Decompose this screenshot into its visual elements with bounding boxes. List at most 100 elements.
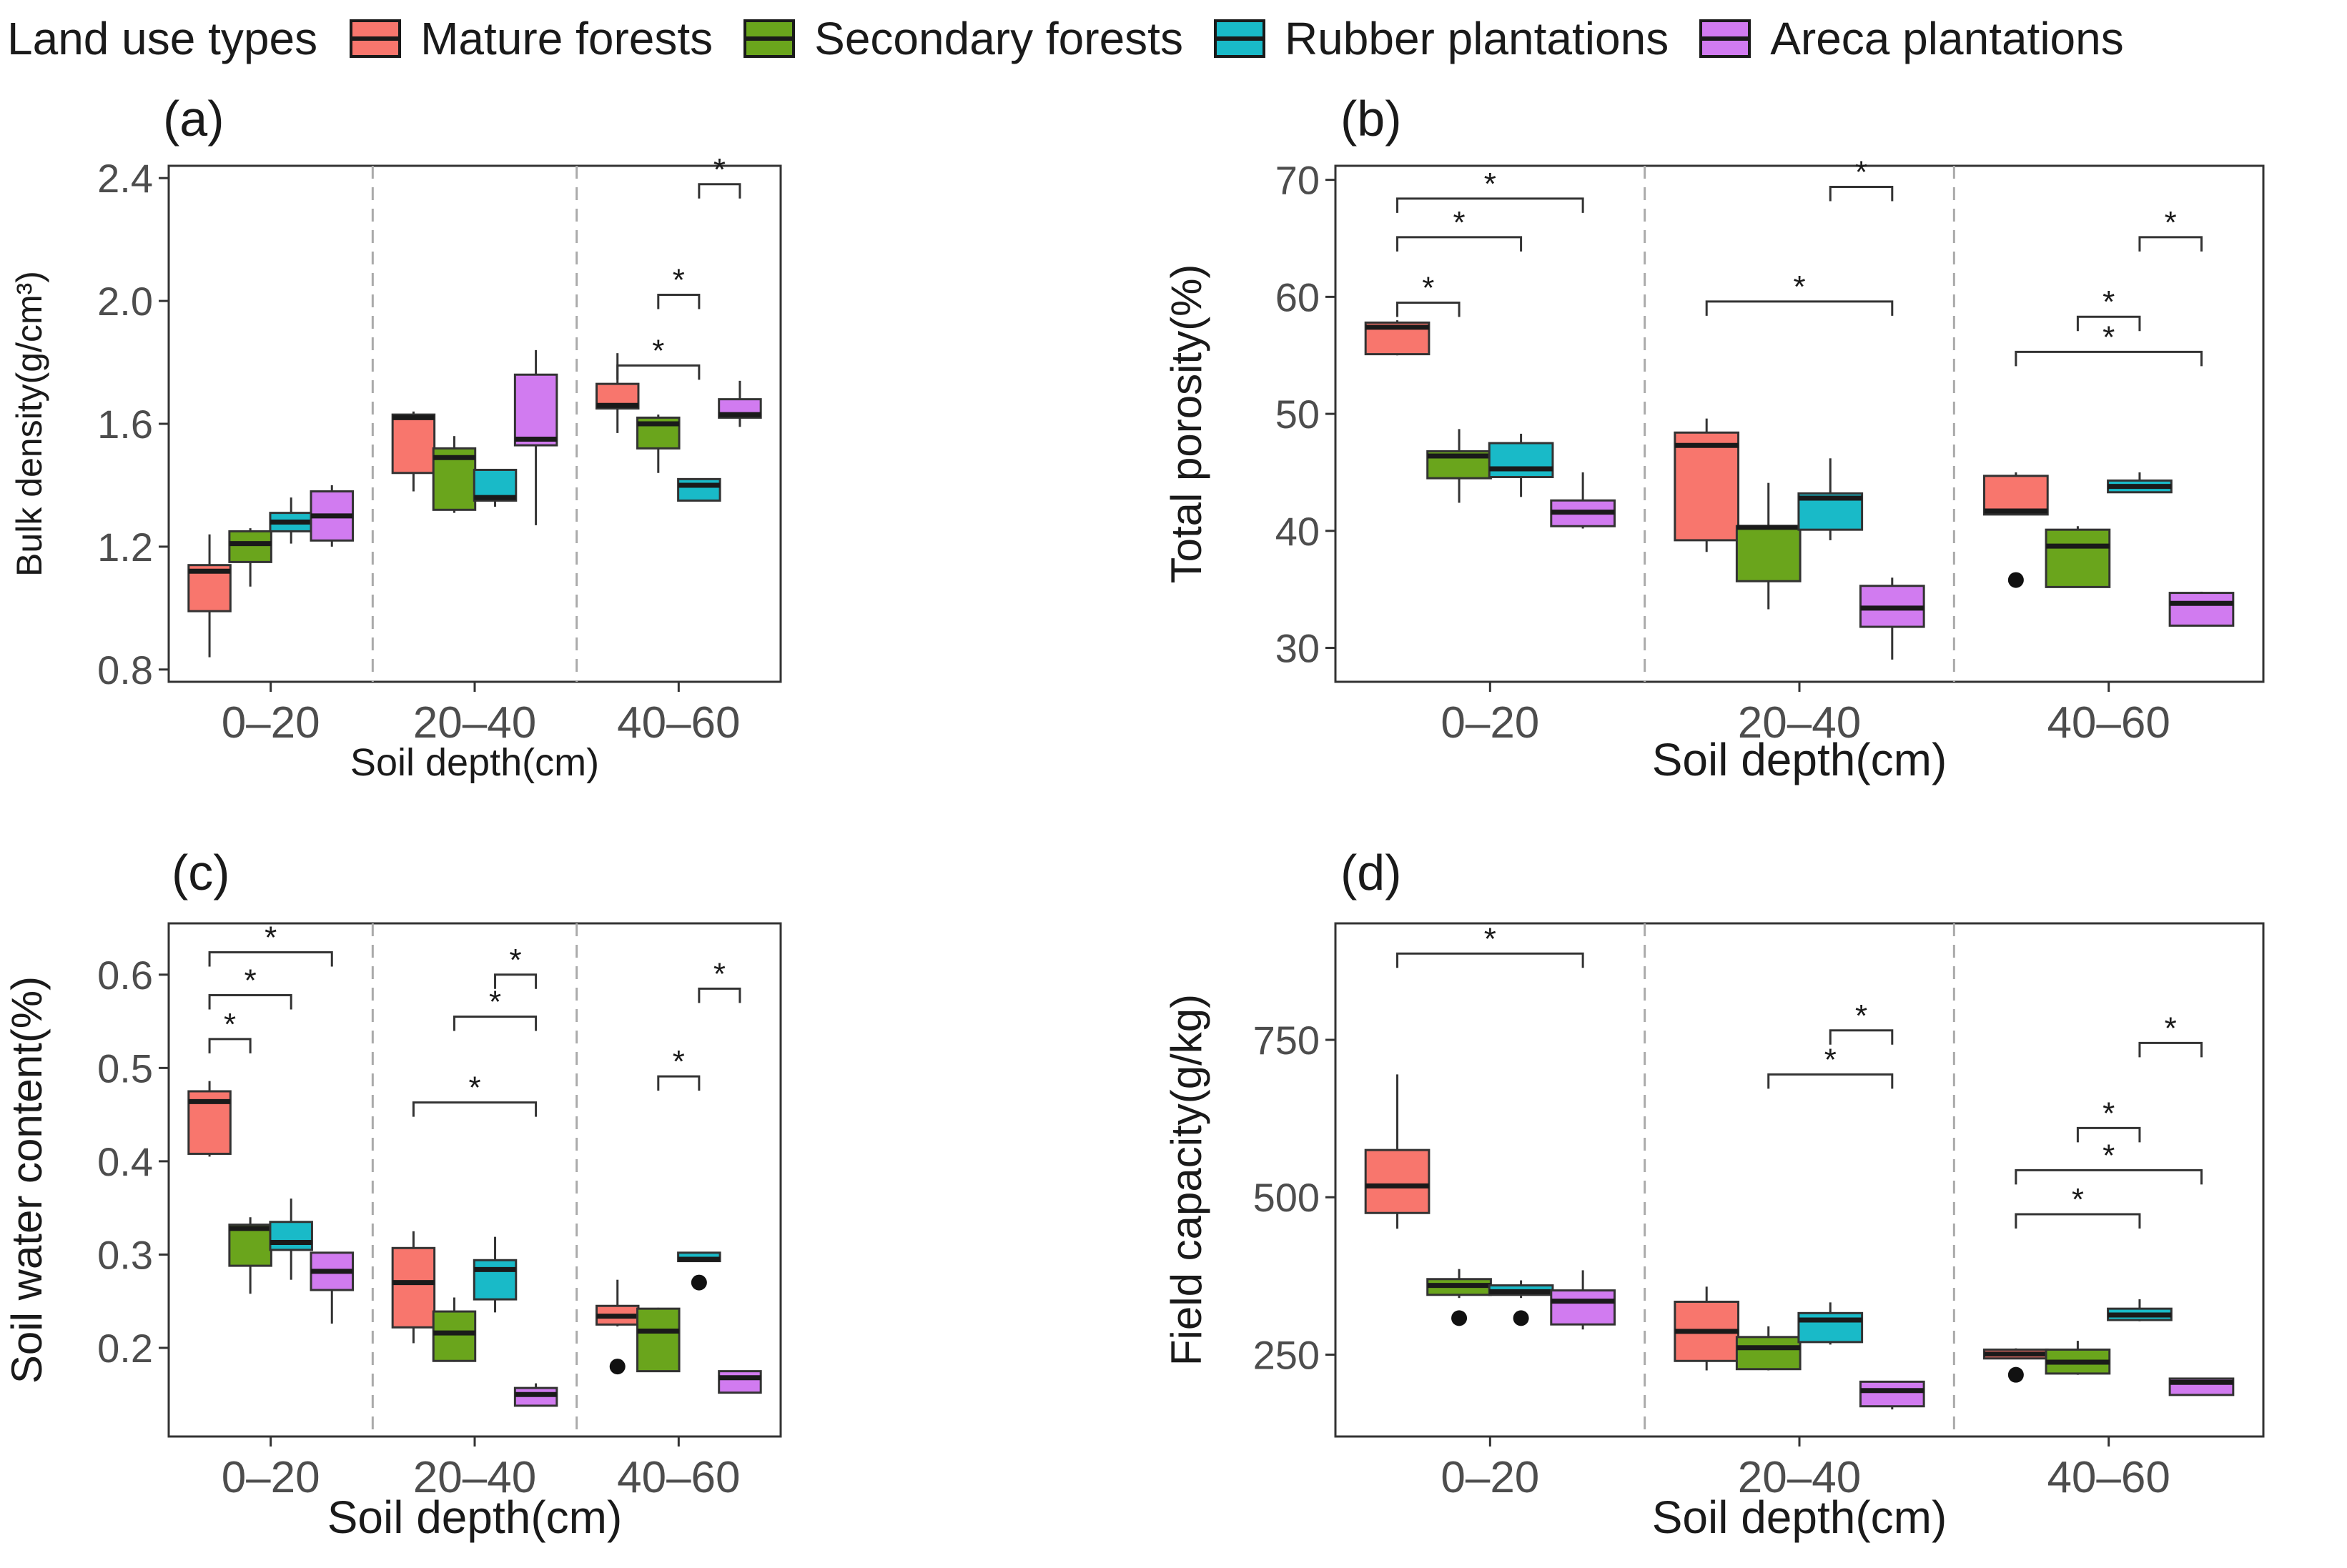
significance-bracket: *	[2015, 319, 2203, 367]
box-rubber-plantations-0	[1488, 433, 1554, 497]
box-secondary-forests-1	[1735, 1326, 1802, 1371]
box-mature-forests-0	[187, 534, 232, 658]
box-rubber-plantations-0	[1488, 1280, 1554, 1326]
y-tick-label: 40	[1275, 509, 1320, 554]
significance-label: *	[1453, 205, 1466, 240]
box-areca-plantations-2	[2168, 591, 2235, 627]
significance-bracket: *	[2076, 1096, 2141, 1143]
outlier-point	[1513, 1310, 1529, 1326]
box-rubber-plantations-2	[677, 477, 721, 502]
bracket-line	[698, 987, 741, 1003]
significance-bracket: *	[616, 333, 701, 380]
significance-bracket: *	[2015, 1138, 2203, 1185]
box-body	[1674, 431, 1740, 542]
box-rubber-plantations-1	[473, 468, 518, 507]
bracket-line	[1396, 236, 1523, 252]
bracket-line	[2076, 1126, 2141, 1143]
significance-label: *	[1855, 154, 1867, 189]
box-areca-plantations-0	[1550, 1270, 1616, 1330]
box-mature-forests-2	[595, 353, 640, 433]
outlier-point	[2007, 572, 2024, 588]
legend-label: Rubber plantations	[1284, 13, 1669, 64]
box-rubber-plantations-1	[473, 1236, 518, 1313]
box-body	[1550, 1289, 1616, 1326]
significance-bracket: *	[1396, 167, 1584, 213]
bracket-line	[1396, 952, 1584, 968]
box-rubber-plantations-1	[1797, 458, 1864, 540]
significance-bracket: *	[494, 943, 538, 989]
significance-label: *	[265, 920, 277, 955]
legend-key-rubber-plantations	[1213, 19, 1265, 58]
legend-label: Mature forests	[420, 13, 713, 64]
significance-bracket: *	[453, 985, 538, 1031]
bracket-line	[1396, 302, 1461, 317]
panel-label: (a)	[163, 91, 224, 147]
bracket-line	[1767, 1073, 1894, 1089]
x-axis-title: Soil depth(cm)	[350, 741, 599, 784]
box-rubber-plantations-2	[2107, 1299, 2173, 1321]
x-axis-title: Soil depth(cm)	[327, 1492, 623, 1543]
significance-bracket: *	[698, 152, 741, 199]
box-body	[718, 1370, 762, 1394]
box-body	[391, 1246, 436, 1329]
y-tick-label: 500	[1253, 1175, 1320, 1220]
box-body	[2045, 528, 2111, 588]
significance-bracket: *	[1396, 205, 1523, 252]
y-tick-label: 0.5	[97, 1046, 153, 1091]
legend-item-mature-forests: Mature forests	[349, 12, 713, 65]
box-body	[1488, 442, 1554, 478]
significance-label: *	[2103, 1096, 2115, 1131]
bracket-line	[1829, 1029, 1894, 1045]
significance-bracket: *	[1396, 921, 1584, 968]
legend-label: Secondary forests	[814, 13, 1183, 64]
box-areca-plantations-1	[513, 1383, 558, 1407]
bracket-line	[2015, 1213, 2141, 1229]
bracket-line	[2138, 1041, 2203, 1058]
significance-label: *	[2072, 1182, 2084, 1217]
significance-bracket: *	[1767, 1042, 1894, 1089]
bracket-line	[1705, 300, 1894, 316]
box-secondary-forests-1	[432, 436, 477, 513]
significance-label: *	[713, 152, 726, 187]
significance-label: *	[2103, 284, 2115, 319]
box-areca-plantations-1	[513, 349, 558, 525]
significance-bracket: *	[208, 963, 292, 1010]
box-secondary-forests-2	[2045, 526, 2111, 588]
box-body	[1859, 1380, 1925, 1408]
bracket-line	[208, 951, 333, 967]
box-body	[1983, 475, 2049, 516]
box-mature-forests-1	[1674, 418, 1740, 552]
bracket-line	[2076, 315, 2141, 332]
box-areca-plantations-1	[1859, 577, 1925, 660]
x-tick-label: 0–20	[222, 1453, 320, 1502]
legend-label: Areca plantations	[1770, 13, 2124, 64]
legend-key-mature-forests	[350, 19, 402, 58]
outlier-point	[1451, 1310, 1468, 1326]
box-mature-forests-1	[391, 1231, 436, 1344]
bracket-line	[494, 973, 538, 989]
significance-bracket: *	[1705, 269, 1894, 316]
box-body	[1735, 525, 1802, 582]
box-body	[391, 413, 436, 475]
y-tick-label: 750	[1253, 1018, 1320, 1063]
x-axis-title: Soil depth(cm)	[1652, 734, 1947, 785]
significance-label: *	[673, 263, 685, 298]
y-tick-label: 2.4	[97, 156, 153, 201]
box-body	[636, 1307, 681, 1373]
significance-label: *	[2165, 205, 2177, 240]
y-tick-label: 60	[1275, 274, 1320, 319]
panel-a: 0.8 1.2 1.6 2.0 2.4 0–20 20–40 40–60 (a) Soil dep…	[9, 91, 782, 784]
box-areca-plantations-0	[1550, 472, 1616, 529]
bracket-line	[208, 1038, 252, 1053]
y-tick-label: 0.3	[97, 1232, 153, 1277]
significance-label: *	[713, 956, 726, 991]
bracket-line	[657, 294, 701, 309]
box-secondary-forests-2	[636, 1307, 681, 1373]
box-body	[677, 477, 721, 502]
significance-label: *	[244, 963, 257, 998]
significance-label: *	[1422, 271, 1434, 306]
x-tick-label: 20–40	[413, 1453, 536, 1502]
box-body	[1364, 1148, 1431, 1214]
box-secondary-forests-2	[636, 415, 681, 473]
significance-bracket: *	[412, 1071, 538, 1117]
